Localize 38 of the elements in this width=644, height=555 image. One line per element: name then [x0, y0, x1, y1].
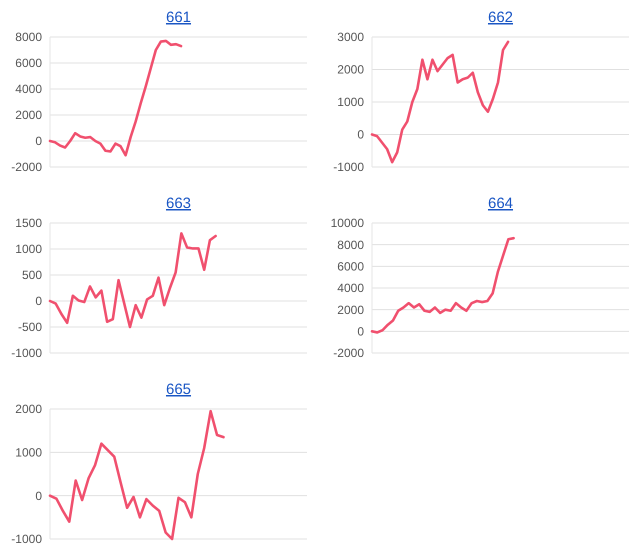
- y-tick-label: 0: [35, 134, 42, 148]
- chart-title: 662: [488, 9, 514, 26]
- y-tick-label: -1000: [11, 346, 42, 360]
- chart-title: 664: [488, 195, 514, 212]
- y-tick-label: -500: [18, 320, 42, 334]
- y-tick-label: -2000: [333, 346, 364, 360]
- line-series: [370, 40, 510, 164]
- y-tick-label: 1000: [337, 95, 364, 110]
- y-tick-label: 4000: [337, 281, 364, 296]
- line-series: [48, 410, 225, 540]
- y-tick-label: 10000: [330, 216, 364, 230]
- chart-title: 661: [166, 9, 192, 26]
- y-tick-label: 1500: [15, 216, 42, 230]
- y-tick-label: 0: [357, 128, 364, 142]
- y-tick-label: 1000: [15, 242, 42, 256]
- y-tick-label: -2000: [11, 160, 42, 174]
- y-tick-label: -1000: [333, 160, 364, 174]
- y-tick-label: 2000: [337, 302, 364, 317]
- line-series: [48, 40, 182, 157]
- y-tick-label: 8000: [337, 238, 364, 252]
- y-tick-label: 2000: [15, 108, 42, 122]
- y-tick-label: 1000: [15, 446, 42, 460]
- y-tick-label: 500: [22, 268, 42, 282]
- y-tick-label: 3000: [337, 30, 364, 44]
- y-tick-label: 0: [35, 488, 42, 503]
- line-series: [370, 236, 515, 334]
- chart-title: 663: [166, 195, 192, 212]
- y-tick-label: 6000: [337, 260, 364, 274]
- y-tick-label: 2000: [337, 62, 364, 77]
- y-tick-label: 4000: [15, 82, 42, 96]
- chart-title: 665: [166, 381, 192, 398]
- y-tick-label: 2000: [15, 402, 42, 416]
- line-series: [48, 232, 217, 328]
- y-tick-label: 0: [357, 324, 364, 339]
- y-tick-label: -1000: [11, 532, 42, 546]
- y-tick-label: 8000: [15, 30, 42, 44]
- y-tick-label: 6000: [15, 56, 42, 70]
- y-tick-label: 0: [35, 294, 42, 308]
